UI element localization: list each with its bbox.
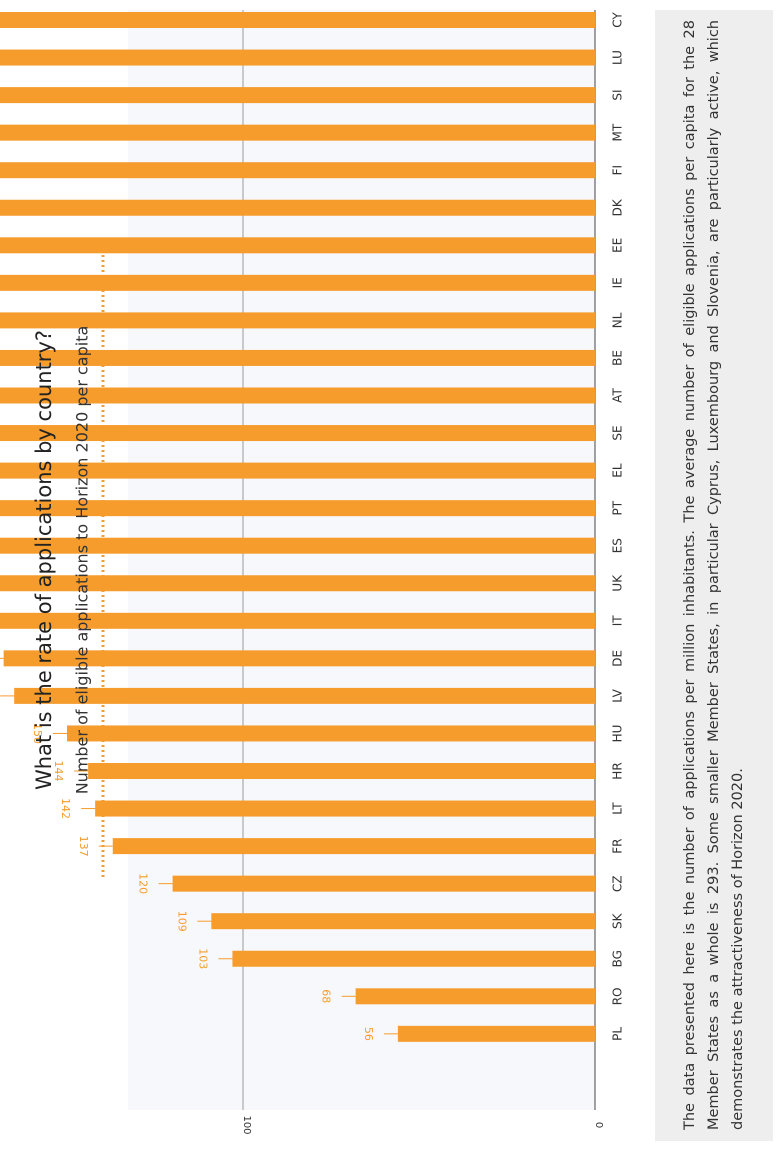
bar [3, 650, 595, 667]
bar [0, 425, 595, 442]
bar [0, 49, 596, 66]
tick-label: 0 [593, 1122, 604, 1128]
category-label: IT [611, 615, 625, 627]
bar [0, 387, 596, 404]
category-label: FI [611, 165, 625, 175]
category-label: SE [611, 425, 625, 440]
bar [0, 349, 595, 366]
category-label: HR [611, 762, 625, 779]
category-labels: CY LU SI MT FI DK EE IE NL BE AT SE EL PT ES UK IT DE LV HU… [611, 12, 625, 1041]
category-label: PT [611, 500, 625, 515]
bar [14, 687, 595, 704]
note-box [655, 10, 773, 1141]
bar [88, 763, 596, 779]
bar [0, 462, 595, 479]
bar [172, 875, 595, 892]
category-label: MT [611, 123, 625, 141]
category-label: FR [611, 838, 625, 853]
category-label: DE [611, 650, 625, 667]
bar [112, 838, 595, 855]
value-label: 68 [320, 989, 333, 1003]
category-label: AT [611, 388, 625, 403]
category-label: LT [611, 802, 625, 815]
bar [397, 1025, 595, 1042]
bar [355, 988, 595, 1005]
bar [95, 800, 595, 817]
note-text: The data presented here is the number of… [682, 20, 746, 1130]
category-label: LV [611, 688, 625, 702]
chart-title: What is the rate of applications by coun… [32, 329, 56, 791]
bar [0, 537, 595, 554]
category-label: SK [611, 912, 625, 929]
bar [0, 312, 595, 329]
tick-labels: 0100200300400500600700800900 [241, 1115, 604, 1134]
category-label: IE [611, 277, 625, 288]
category-label: DK [611, 198, 625, 216]
category-label: NL [611, 312, 625, 328]
category-label: CZ [611, 875, 625, 892]
category-label: ES [611, 538, 625, 553]
chart-subtitle: Number of eligible applications to Horiz… [72, 325, 92, 795]
value-label: 120 [137, 873, 150, 894]
category-label: BE [611, 350, 625, 366]
category-label: LU [611, 50, 625, 65]
bar [67, 725, 595, 742]
value-label: 150 [31, 723, 44, 744]
bar [211, 913, 595, 930]
bar [0, 162, 595, 179]
category-label: SI [611, 90, 625, 101]
bars [0, 12, 596, 1042]
category-label: UK [611, 574, 625, 592]
category-label: PL [611, 1027, 625, 1041]
category-label: EL [611, 463, 625, 478]
value-label: 142 [59, 798, 72, 819]
bar [0, 500, 595, 517]
bar [0, 87, 596, 104]
category-label: RO [611, 987, 625, 1005]
category-label: HU [611, 725, 625, 743]
value-label: 103 [196, 948, 209, 969]
bar [0, 237, 595, 254]
bar [0, 612, 595, 629]
bar [0, 124, 595, 141]
category-label: BG [611, 950, 625, 967]
value-label: 144 [52, 761, 65, 782]
value-label: 137 [77, 836, 90, 857]
value-labels: 8506666295084854544514043983893583563542… [0, 657, 398, 1041]
bar [232, 950, 595, 967]
value-label: 56 [362, 1027, 375, 1041]
category-label: CY [611, 12, 625, 28]
bar [0, 274, 595, 291]
tick-label: 100 [241, 1115, 252, 1134]
category-label: EE [611, 238, 625, 253]
bar [0, 12, 595, 28]
value-label: 109 [175, 911, 188, 932]
bar [0, 575, 595, 592]
bar [0, 199, 595, 216]
